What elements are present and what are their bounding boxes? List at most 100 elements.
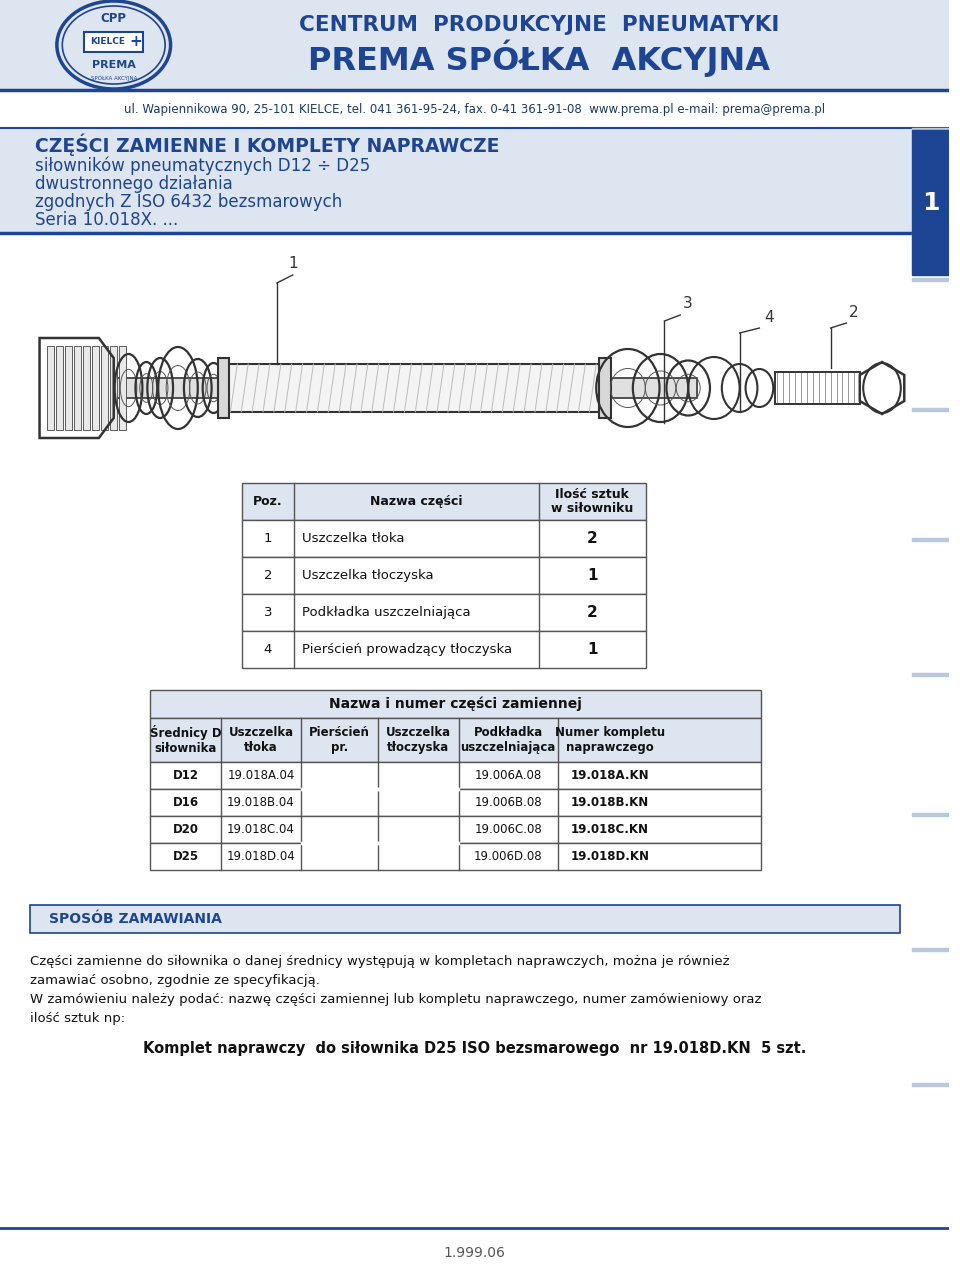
Bar [47, 346, 55, 430]
Text: Poz.: Poz. [253, 495, 283, 508]
Bar [65, 346, 72, 430]
Text: 1: 1 [288, 257, 298, 271]
Bar [776, 372, 860, 404]
Bar [0, 90, 949, 128]
Bar [218, 358, 229, 418]
Bar [0, 234, 912, 1233]
Text: Podkładka
uszczelniająca: Podkładka uszczelniająca [461, 726, 556, 754]
Text: Części zamienne do siłownika o danej średnicy występują w kompletach naprawczych: Części zamienne do siłownika o danej śre… [30, 955, 730, 967]
Text: siłowników pneumatycznych D12 ÷ D25: siłowników pneumatycznych D12 ÷ D25 [35, 157, 370, 176]
Text: Uszczelka
tłoka: Uszczelka tłoka [228, 726, 294, 754]
Text: zgodnych Z ISO 6432 bezsmarowych: zgodnych Z ISO 6432 bezsmarowych [35, 192, 342, 210]
Bar [0, 0, 949, 90]
Text: 3: 3 [683, 296, 692, 310]
Bar [242, 482, 646, 520]
Bar [151, 690, 761, 718]
Text: 2: 2 [587, 606, 598, 620]
Text: 19.006A.08: 19.006A.08 [474, 769, 541, 783]
Bar [151, 789, 761, 816]
Text: KIELCE: KIELCE [90, 37, 125, 46]
Text: zamawiać osobno, zgodnie ze specyfikacją.: zamawiać osobno, zgodnie ze specyfikacją… [30, 974, 320, 987]
Text: Uszczelka tłoka: Uszczelka tłoka [301, 532, 404, 545]
Bar [57, 346, 63, 430]
Text: Podkładka uszczelniająca: Podkładka uszczelniająca [301, 606, 470, 618]
Text: Nazwa i numer części zamiennej: Nazwa i numer części zamiennej [329, 697, 583, 711]
Bar [151, 718, 761, 762]
Text: Pierścień
pr.: Pierścień pr. [309, 726, 370, 754]
Text: Numer kompletu
naprawczego: Numer kompletu naprawczego [555, 726, 665, 754]
Text: 1.999.06: 1.999.06 [444, 1246, 506, 1260]
Text: D20: D20 [173, 822, 199, 837]
Text: Pierścień prowadzący tłoczyska: Pierścień prowadzący tłoczyska [301, 643, 512, 656]
Text: 4: 4 [264, 643, 272, 656]
Bar [242, 594, 646, 631]
Text: 2: 2 [264, 568, 273, 582]
Bar [30, 905, 900, 933]
Text: Uszczelka
tłoczyska: Uszczelka tłoczyska [386, 726, 451, 754]
Text: ilość sztuk np:: ilość sztuk np: [30, 1012, 125, 1025]
Text: PREMA: PREMA [92, 60, 135, 71]
Text: 1: 1 [922, 191, 939, 216]
Text: 19.006B.08: 19.006B.08 [474, 795, 542, 810]
Bar [912, 813, 949, 816]
Bar [0, 128, 949, 234]
Bar [151, 762, 761, 789]
Bar [226, 364, 603, 412]
Bar [912, 948, 949, 951]
Text: 1: 1 [588, 642, 597, 657]
Bar [912, 278, 949, 281]
Text: Komplet naprawczy  do siłownika D25 ISO bezsmarowego  nr 19.018D.KN  5 szt.: Komplet naprawczy do siłownika D25 ISO b… [143, 1041, 806, 1056]
Text: Nazwa części: Nazwa części [370, 495, 463, 508]
Text: 2: 2 [849, 305, 858, 319]
Bar [912, 130, 949, 275]
Text: D12: D12 [173, 769, 199, 783]
Bar [113, 378, 697, 398]
Text: 19.018A.04: 19.018A.04 [228, 769, 295, 783]
Bar [912, 408, 949, 411]
Bar [101, 346, 108, 430]
Text: 4: 4 [764, 310, 774, 325]
Text: Uszczelka tłoczyska: Uszczelka tłoczyska [301, 568, 433, 582]
Bar [912, 128, 949, 131]
Bar [912, 538, 949, 541]
Bar [74, 346, 81, 430]
Bar [151, 843, 761, 870]
Bar [84, 32, 143, 53]
Bar [84, 346, 90, 430]
Text: 19.006C.08: 19.006C.08 [474, 822, 542, 837]
Text: 1: 1 [588, 568, 597, 582]
Bar [242, 557, 646, 594]
Text: CPP: CPP [101, 12, 127, 24]
Bar [119, 346, 126, 430]
Text: SPÓŁKA AKCYJNA: SPÓŁKA AKCYJNA [90, 74, 137, 81]
Bar [151, 816, 761, 843]
Text: Średnicy D
siłownika: Średnicy D siłownika [150, 725, 222, 754]
Text: dwustronnego działania: dwustronnego działania [35, 174, 232, 192]
Text: W zamówieniu należy podać: nazwę części zamiennej lub kompletu naprawczego, nume: W zamówieniu należy podać: nazwę części … [30, 993, 761, 1006]
Text: D25: D25 [173, 851, 199, 863]
Bar [599, 358, 612, 418]
Text: 19.018B.KN: 19.018B.KN [571, 795, 649, 810]
Ellipse shape [57, 1, 171, 89]
Bar [92, 346, 99, 430]
Text: 3: 3 [264, 606, 273, 618]
Text: 19.018C.04: 19.018C.04 [228, 822, 295, 837]
Text: PREMA SPÓŁKA  AKCYJNA: PREMA SPÓŁKA AKCYJNA [308, 40, 770, 77]
Text: Ilość sztuk
w siłowniku: Ilość sztuk w siłowniku [551, 488, 634, 516]
Text: 19.018A.KN: 19.018A.KN [571, 769, 649, 783]
Text: 19.018B.04: 19.018B.04 [228, 795, 295, 810]
Text: Seria 10.018X. ...: Seria 10.018X. ... [35, 210, 178, 228]
Text: 19.018D.KN: 19.018D.KN [570, 851, 650, 863]
Text: 2: 2 [587, 531, 598, 547]
Text: 1: 1 [264, 532, 273, 545]
Bar [242, 520, 646, 557]
Text: 19.018D.04: 19.018D.04 [227, 851, 296, 863]
Text: +: + [129, 35, 142, 50]
Bar [84, 32, 143, 53]
Bar [242, 631, 646, 668]
Text: CZĘŚCI ZAMIENNE I KOMPLETY NAPRAWCZE: CZĘŚCI ZAMIENNE I KOMPLETY NAPRAWCZE [35, 133, 499, 157]
Text: CENTRUM  PRODUKCYJNE  PNEUMATYKI: CENTRUM PRODUKCYJNE PNEUMATYKI [299, 15, 780, 35]
Bar [912, 234, 949, 236]
Text: ul. Wapiennikowa 90, 25-101 KIELCE, tel. 041 361-95-24, fax. 0-41 361-91-08  www: ul. Wapiennikowa 90, 25-101 KIELCE, tel.… [124, 103, 826, 115]
Text: D16: D16 [173, 795, 199, 810]
